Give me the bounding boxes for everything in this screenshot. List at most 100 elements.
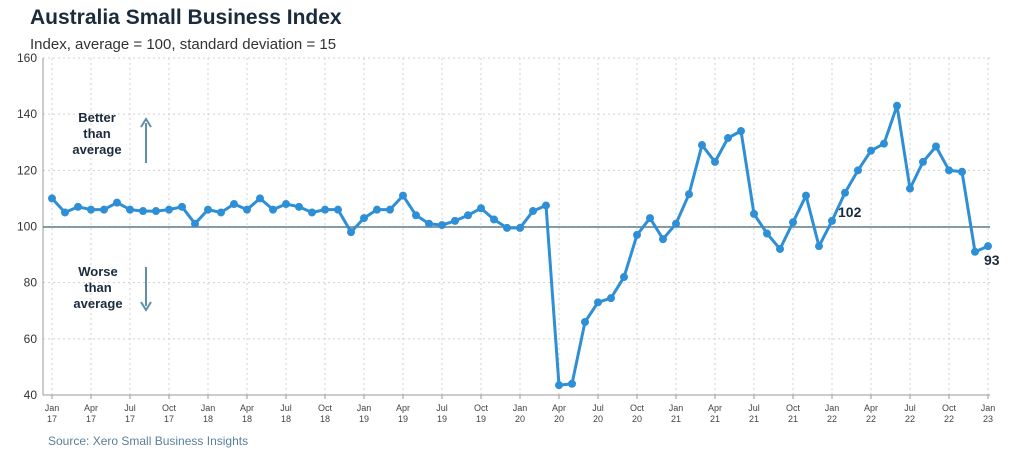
x-tick-label-year: 20 [554,414,564,424]
x-tick-label-year: 22 [905,414,915,424]
x-tick-label-month: Jul [592,403,604,413]
data-point [230,200,238,209]
data-point [659,235,667,244]
x-tick-label-month: Oct [474,403,489,413]
data-point [152,207,160,216]
data-point [503,223,511,232]
x-tick-label-year: 19 [398,414,408,424]
data-point [958,167,966,176]
x-tick-label-month: Jan [201,403,216,413]
x-tick-label-year: 23 [983,414,993,424]
data-point [48,194,56,203]
data-point [373,205,381,214]
data-point [399,191,407,200]
data-point [984,242,992,251]
better-than-average-label: than [83,126,111,141]
x-tick-label-month: Jan [981,403,996,413]
y-tick-label: 120 [17,163,37,177]
data-point [386,205,394,214]
data-point [867,146,875,155]
data-point [477,204,485,213]
data-point [529,207,537,216]
x-tick-label-month: Oct [630,403,645,413]
data-point [841,188,849,197]
chart-title: Australia Small Business Index [30,6,342,29]
x-tick-label-year: 22 [866,414,876,424]
data-point [87,205,95,214]
data-point [633,230,641,239]
data-point [620,273,628,282]
data-point [815,242,823,251]
x-tick-label-month: Apr [708,403,722,413]
x-tick-label-month: Jan [45,403,60,413]
y-tick-label: 140 [17,107,37,121]
data-point [126,205,134,214]
y-tick-label: 40 [24,388,38,402]
x-tick-label-year: 18 [320,414,330,424]
x-tick-label-year: 22 [827,414,837,424]
data-point [737,127,745,136]
down-arrowhead-icon [140,301,152,312]
data-point [256,194,264,203]
y-axis: 40 60 80 100 120 140 160 [17,51,44,402]
data-point [685,190,693,199]
data-point [724,134,732,143]
data-point [204,205,212,214]
x-axis: Jan17Apr17Jul17Oct17Jan18Apr18Jul18Oct18… [43,394,996,424]
data-point [932,142,940,151]
x-tick-label-year: 19 [437,414,447,424]
chart-subtitle: Index, average = 100, standard deviation… [30,36,337,53]
data-point [776,244,784,253]
data-point [451,216,459,225]
x-tick-label-month: Jul [904,403,916,413]
x-tick-label-year: 17 [125,414,135,424]
x-tick-label-year: 21 [671,414,681,424]
data-point [139,207,147,216]
data-point [906,184,914,193]
data-point [945,166,953,175]
data-point [360,214,368,223]
data-point [334,205,342,214]
x-tick-label-month: Oct [162,403,177,413]
y-tick-label: 160 [17,51,37,65]
x-tick-label-year: 18 [281,414,291,424]
x-tick-label-month: Jul [124,403,136,413]
data-point [698,141,706,150]
data-points [48,101,992,390]
x-tick-label-month: Jul [436,403,448,413]
data-point [243,205,251,214]
data-point [828,216,836,225]
x-tick-label-month: Jan [357,403,372,413]
data-point [74,202,82,211]
grid-lines [43,57,990,396]
data-point [568,379,576,388]
data-point [165,205,173,214]
worse-than-average-label: Worse [78,264,118,279]
data-point [763,229,771,238]
x-tick-label-month: Apr [84,403,98,413]
x-tick-label-month: Apr [240,403,254,413]
x-tick-label-month: Jan [669,403,684,413]
data-point [880,139,888,148]
data-point [594,298,602,307]
x-tick-label-month: Jul [280,403,292,413]
data-point [490,215,498,224]
y-tick-label: 60 [24,332,38,346]
y-tick-label: 100 [17,220,37,234]
x-tick-label-month: Jan [825,403,840,413]
data-point [464,211,472,220]
x-tick-label-year: 19 [359,414,369,424]
data-point [581,317,589,326]
data-point [321,205,329,214]
x-tick-label-month: Apr [864,403,878,413]
data-point [412,211,420,220]
x-tick-label-year: 17 [47,414,57,424]
data-point [347,228,355,237]
x-tick-label-year: 20 [515,414,525,424]
x-tick-label-year: 17 [86,414,96,424]
x-tick-label-year: 21 [749,414,759,424]
data-point [100,205,108,214]
data-point [191,219,199,228]
